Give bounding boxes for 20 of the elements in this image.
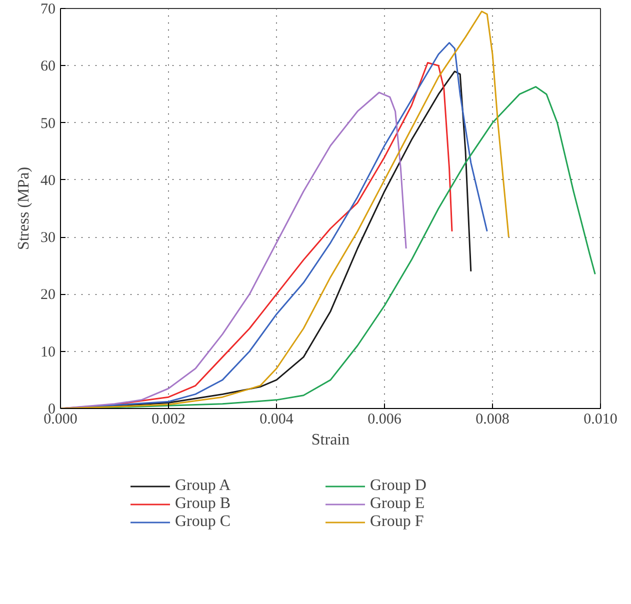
x-tick-label: 0.002 — [152, 412, 186, 428]
x-tick-label: 0.004 — [260, 412, 294, 428]
x-tick-label: 0.010 — [584, 412, 618, 428]
x-axis-title: Strain — [311, 432, 350, 448]
legend-label: Group C — [175, 513, 232, 531]
y-tick-label: 40 — [40, 172, 56, 189]
y-tick-label: 70 — [40, 2, 56, 18]
y-tick-label: 10 — [40, 344, 56, 360]
legend-label: Group E — [370, 495, 426, 513]
legend-label: Group A — [175, 477, 232, 495]
x-tick-label: 0.008 — [476, 412, 510, 428]
y-axis-title: Stress (MPa) — [16, 166, 32, 250]
y-tick-label: 60 — [40, 58, 56, 75]
y-tick-label: 30 — [40, 230, 56, 246]
y-tick-label: 20 — [40, 287, 56, 304]
x-tick-label: 0.006 — [368, 412, 402, 428]
y-tick-label: 50 — [40, 116, 56, 132]
legend-label: Group D — [370, 477, 428, 495]
legend-label: Group B — [175, 495, 232, 513]
legend-label: Group F — [370, 513, 425, 531]
